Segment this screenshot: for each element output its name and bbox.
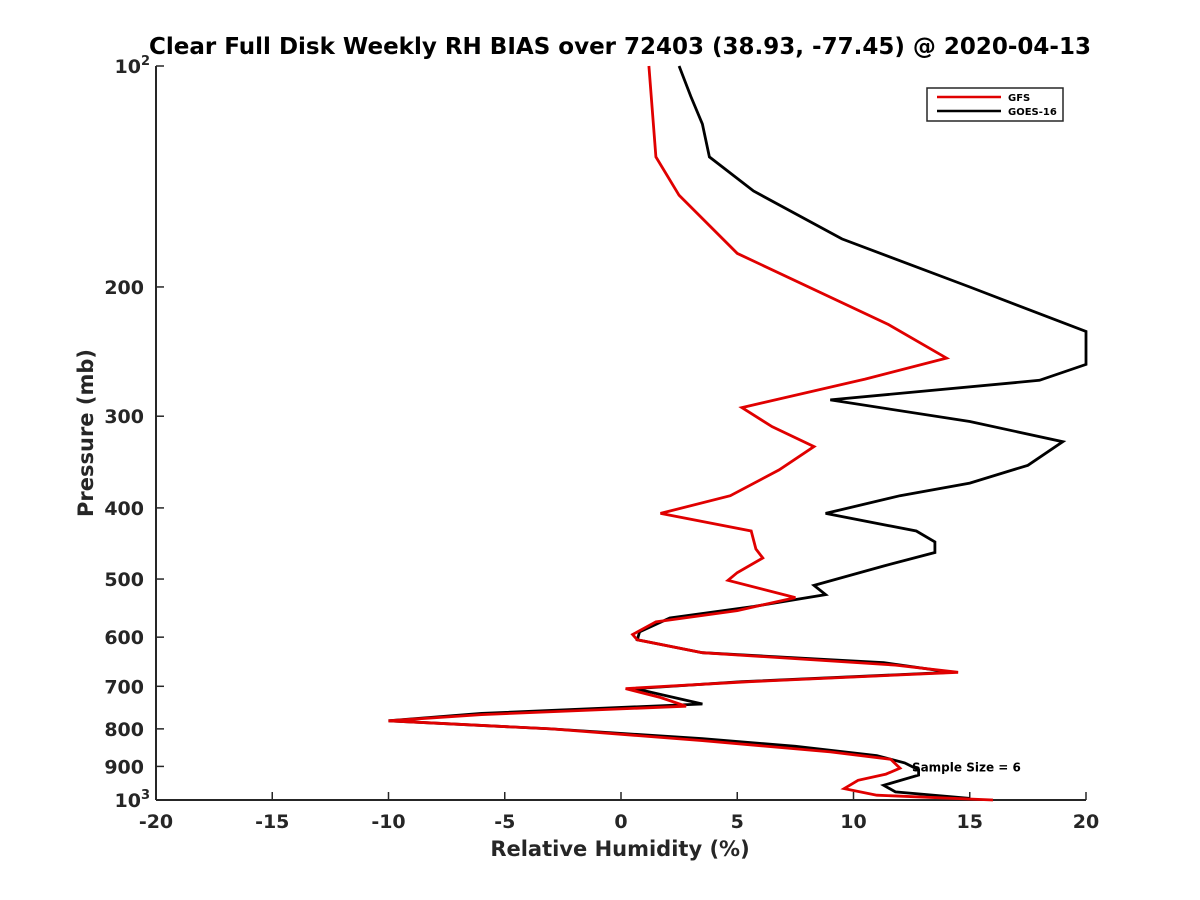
legend-label-gfs: GFS <box>1008 93 1030 104</box>
x-tick-label: 15 <box>957 811 983 833</box>
legend: GFS GOES-16 <box>926 87 1064 122</box>
y-tick-label: 102 <box>115 54 151 78</box>
y-tick-label: 900 <box>104 756 144 778</box>
x-tick-label: -10 <box>371 811 405 833</box>
series-line-gfs <box>388 65 994 802</box>
x-tick-label: 10 <box>840 811 866 833</box>
legend-label-goes16: GOES-16 <box>1008 107 1057 118</box>
x-tick-label: -20 <box>139 811 173 833</box>
y-tick-label: 400 <box>104 498 144 520</box>
y-tick-label: 700 <box>104 676 144 698</box>
chart-title: Clear Full Disk Weekly RH BIAS over 7240… <box>149 34 1091 60</box>
x-axis-ticks: -20 -15 -10 -5 0 5 10 15 20 <box>139 792 1099 833</box>
y-tick-label: 200 <box>104 277 144 299</box>
y-tick-label: 600 <box>104 627 144 649</box>
y-axis-label: Pressure (mb) <box>74 349 98 517</box>
plot-frame <box>155 66 1086 801</box>
y-tick-label: 300 <box>104 406 144 428</box>
sample-size-annotation: Sample Size = 6 <box>912 760 1021 774</box>
x-tick-label: 0 <box>614 811 627 833</box>
x-tick-label: -15 <box>255 811 289 833</box>
series-line-goes-16 <box>388 65 1088 800</box>
series-layer <box>388 65 1088 802</box>
legend-box <box>926 87 1064 122</box>
y-tick-label: 103 <box>115 788 151 812</box>
y-tick-label: 800 <box>104 719 144 741</box>
x-tick-label: 5 <box>731 811 744 833</box>
x-tick-label: 20 <box>1073 811 1099 833</box>
y-axis-ticks: 102 200 300 400 500 600 700 800 900 103 <box>104 54 164 812</box>
x-axis-label: Relative Humidity (%) <box>490 837 749 861</box>
y-tick-label: 500 <box>104 569 144 591</box>
x-tick-label: -5 <box>494 811 515 833</box>
